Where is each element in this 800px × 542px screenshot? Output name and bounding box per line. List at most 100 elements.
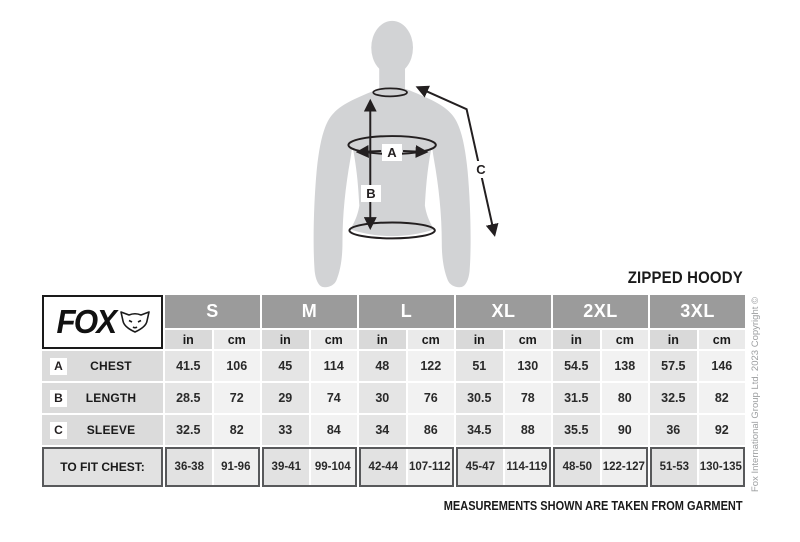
- unit-header-row: in cm in cm in cm in cm in cm in cm: [42, 330, 746, 349]
- chest-l-in: 48: [359, 351, 406, 381]
- row-key-a: A: [50, 357, 67, 375]
- length-2xl-cm: 80: [601, 383, 649, 413]
- fit-xl-in: 45-47: [458, 449, 503, 485]
- sleeve-l-cm: 86: [407, 415, 455, 445]
- fit-s-in: 36-38: [167, 449, 212, 485]
- sleeve-s-in: 32.5: [165, 415, 212, 445]
- sleeve-xl-in: 34.5: [456, 415, 503, 445]
- sleeve-2xl-cm: 90: [601, 415, 649, 445]
- measure-label-b: B: [361, 185, 381, 202]
- row-key-b: B: [50, 389, 67, 407]
- chest-2xl-cm: 138: [601, 351, 649, 381]
- size-header-2xl: 2XL: [553, 295, 649, 328]
- copyright-vertical-text: Fox International Group Ltd. 2023 Copyri…: [750, 296, 761, 492]
- sleeve-xl-cm: 88: [504, 415, 552, 445]
- unit-cm: cm: [601, 330, 649, 349]
- chest-3xl-in: 57.5: [650, 351, 697, 381]
- unit-cm: cm: [407, 330, 455, 349]
- chest-row: A CHEST 41.5 106 45 114 48 122 51 130 54…: [42, 351, 746, 381]
- left-arm-shape: [313, 113, 353, 288]
- length-m-in: 29: [262, 383, 309, 413]
- length-row: B LENGTH 28.5 72 29 74 30 76 30.5 78 31.…: [42, 383, 746, 413]
- fit-l-cm: 107-112: [407, 449, 453, 485]
- unit-in: in: [650, 330, 697, 349]
- size-header-m: M: [262, 295, 358, 328]
- row-name-sleeve: SLEEVE: [86, 423, 136, 437]
- row-label-chest: A CHEST: [42, 351, 163, 381]
- fit-xl-cm: 114-119: [504, 449, 550, 485]
- unit-in: in: [359, 330, 406, 349]
- torso-diagram-svg: [313, 20, 499, 288]
- length-xl-in: 30.5: [456, 383, 503, 413]
- chest-arrow-right: [403, 145, 429, 158]
- row-name-chest: CHEST: [90, 359, 132, 373]
- fit-m-in: 39-41: [264, 449, 309, 485]
- row-key-c: C: [50, 421, 67, 439]
- length-l-cm: 76: [407, 383, 455, 413]
- trunk-shape: [333, 87, 451, 237]
- sleeve-l-in: 34: [359, 415, 406, 445]
- sleeve-3xl-in: 36: [650, 415, 697, 445]
- sleeve-row: C SLEEVE 32.5 82 33 84 34 86 34.5 88 35.…: [42, 415, 746, 445]
- brand-logo-cell: FOX: [42, 295, 163, 349]
- chest-3xl-cm: 146: [698, 351, 746, 381]
- length-xl-cm: 78: [504, 383, 552, 413]
- size-header-s: S: [165, 295, 261, 328]
- torso-measurement-diagram: A B C: [280, 2, 540, 290]
- sleeve-2xl-in: 35.5: [553, 415, 600, 445]
- chest-2xl-in: 54.5: [553, 351, 600, 381]
- to-fit-chest-row: TO FIT CHEST: 36-38 91-96 39-41 99-104 4…: [42, 447, 746, 487]
- sleeve-m-cm: 84: [310, 415, 358, 445]
- length-s-cm: 72: [213, 383, 261, 413]
- unit-cm: cm: [310, 330, 358, 349]
- fox-logo: FOX: [44, 303, 161, 341]
- measure-label-c: C: [471, 161, 491, 178]
- head-shape: [371, 20, 413, 75]
- chest-m-in: 45: [262, 351, 309, 381]
- fit-group-m: 39-41 99-104: [262, 447, 358, 487]
- unit-in: in: [456, 330, 503, 349]
- unit-in: in: [553, 330, 600, 349]
- size-header-row: FOX S M L XL 2XL 3XL: [42, 295, 746, 349]
- size-chart-table: FOX S M L XL 2XL 3XL in cm in cm i: [40, 293, 748, 489]
- fit-l-in: 42-44: [361, 449, 406, 485]
- fit-group-xl: 45-47 114-119: [456, 447, 552, 487]
- fox-head-icon: [120, 311, 151, 333]
- sleeve-arrow: [415, 85, 499, 237]
- size-header-3xl: 3XL: [650, 295, 746, 328]
- fit-3xl-cm: 130-135: [698, 449, 744, 485]
- fit-group-l: 42-44 107-112: [359, 447, 455, 487]
- chest-xl-in: 51: [456, 351, 503, 381]
- row-name-length: LENGTH: [85, 391, 137, 405]
- fit-group-s: 36-38 91-96: [165, 447, 261, 487]
- chest-xl-cm: 130: [504, 351, 552, 381]
- right-arm-shape: [431, 113, 471, 288]
- row-label-sleeve: C SLEEVE: [42, 415, 163, 445]
- length-s-in: 28.5: [165, 383, 212, 413]
- page-title: ZIPPED HOODY: [627, 268, 743, 287]
- sleeve-m-in: 33: [262, 415, 309, 445]
- unit-cm: cm: [504, 330, 552, 349]
- length-2xl-in: 31.5: [553, 383, 600, 413]
- length-3xl-cm: 82: [698, 383, 746, 413]
- unit-in: in: [262, 330, 309, 349]
- fit-s-cm: 91-96: [213, 449, 259, 485]
- fit-group-3xl: 51-53 130-135: [650, 447, 746, 487]
- sleeve-s-cm: 82: [213, 415, 261, 445]
- chest-s-cm: 106: [213, 351, 261, 381]
- fit-group-2xl: 48-50 122-127: [553, 447, 649, 487]
- sleeve-3xl-cm: 92: [698, 415, 746, 445]
- measurement-annotations: [347, 85, 499, 240]
- unit-cm: cm: [213, 330, 261, 349]
- measurements-note: MEASUREMENTS SHOWN ARE TAKEN FROM GARMEN…: [444, 499, 743, 513]
- neck-measure-ellipse: [372, 87, 408, 98]
- fit-m-cm: 99-104: [310, 449, 356, 485]
- to-fit-chest-label: TO FIT CHEST:: [42, 447, 163, 487]
- fox-logo-text: FOX: [56, 303, 117, 340]
- fit-3xl-in: 51-53: [652, 449, 697, 485]
- chest-s-in: 41.5: [165, 351, 212, 381]
- unit-in: in: [165, 330, 212, 349]
- size-header-l: L: [359, 295, 455, 328]
- unit-cm: cm: [698, 330, 746, 349]
